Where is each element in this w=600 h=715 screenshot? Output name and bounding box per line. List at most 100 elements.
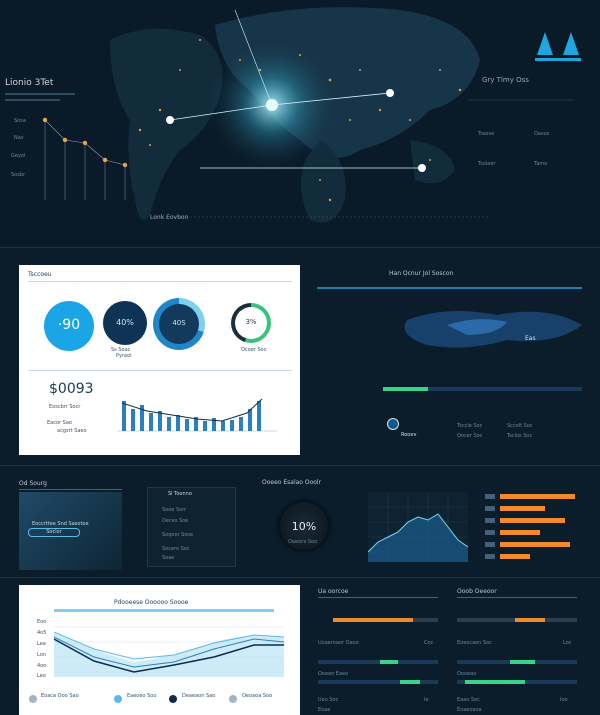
region-row-4: Tsclos Soc (507, 433, 533, 439)
horizontal-bars (485, 494, 575, 559)
panel5-right-green-2-fill (465, 680, 525, 684)
left-label-3: Geyol (11, 153, 26, 159)
region-badge: Rooev (401, 432, 417, 438)
gauge-caption-c: Ocoer Soc (241, 347, 267, 353)
legend-icon-2 (114, 695, 122, 703)
panel5-val-c: Ie (424, 697, 429, 703)
ytick-2: 4o5 (37, 630, 47, 636)
panel5-right-header: Ooob Oeeoor (457, 588, 497, 595)
row3-list-item-2: Oeces Soe (162, 518, 189, 524)
region-map (404, 311, 582, 348)
right-panel-title: Gry Tlmy Oss (482, 76, 529, 84)
section-divider-1 (0, 247, 600, 248)
panel5-val-f: Eoaeoaoa (457, 707, 482, 713)
right-item-4: Tamo (534, 161, 548, 167)
row3-left-rule (19, 489, 122, 490)
map-caption: Lonk Eovbon (150, 214, 189, 221)
panel5-right-row-2: Oooeao (457, 671, 477, 677)
panel5-left-green-2-fill (400, 680, 420, 684)
panel-header: Tsccoeu (28, 271, 52, 278)
panel5-left-bar-fill (333, 618, 413, 622)
panel5-left-rule (318, 597, 438, 598)
right-item-2: Oasos (534, 131, 550, 137)
row3-list-item-1: Sooe Sorr (162, 507, 187, 513)
legend-4: Oeoaoa Soo (242, 693, 273, 699)
region-badge-icon (387, 418, 399, 430)
row3-list (147, 487, 236, 567)
row3-list-item-5: Soae (162, 555, 175, 561)
legend-icon-4 (229, 695, 237, 703)
legend-2: Eaeoeo Soo (127, 693, 157, 699)
region-panel: Han Ocnur Jol Soscon Eas Rooev Tsccle So… (317, 265, 582, 455)
panel5-val-d: Ioo (560, 697, 568, 703)
panel5-val-a: Coc (424, 640, 434, 646)
gauge-caption-b: Pyraoi (116, 353, 132, 359)
price-sub-a: Eoscbrr Socr (49, 404, 81, 410)
row3-left-button[interactable]: Soclor (28, 528, 80, 537)
gauge-green-inner (235, 307, 267, 339)
title-underline (5, 93, 75, 95)
panel5-left-row-1: Uoaeroaor Oaoo (318, 640, 359, 646)
mid-rule (28, 370, 292, 371)
mini-bar-chart (117, 398, 277, 432)
price-sub-c: acgsrt Saeo (57, 428, 87, 434)
price-sub-b: Eacor Sao (47, 420, 72, 426)
gauge-caption-a: Ss Soac (111, 347, 131, 353)
ytick-1: Eoo (37, 619, 47, 625)
ytick-3: Lea (37, 641, 46, 647)
panel5-val-e: Eoae (318, 707, 331, 713)
legend-icon-1 (29, 695, 37, 703)
gauge-blue (44, 301, 94, 351)
panel5-val-b: Loc (563, 640, 572, 646)
multi-line-chart (54, 626, 284, 677)
gauge-navy-value: 40% (116, 318, 134, 327)
dial-value: 10% (291, 520, 317, 533)
region-panel-header: Han Ocnur Jol Soscon (389, 270, 454, 277)
region-row-3: Oocer Soc (457, 433, 483, 439)
row3-left-sub: Eoccrttee Snd Sasotoe (32, 521, 89, 527)
region-row-2: Sccelt Soc (507, 423, 533, 429)
ytick-6: Leo (37, 673, 46, 679)
row3-list-title: Sl Toonno (168, 491, 192, 497)
panel5-right-green-1-fill (510, 660, 535, 664)
row3-list-item-3: Soqeor Sose (162, 532, 194, 538)
region-row-1: Tsccle Soc (457, 423, 483, 429)
page-title: Lionio 3Tet (5, 78, 54, 88)
panel5-left-green-1 (318, 660, 438, 664)
right-item-3: Tsoleer (478, 161, 496, 167)
progress-green (383, 387, 428, 391)
section-divider-3 (0, 577, 600, 578)
row3-list-item-4: Socero Soc (162, 546, 190, 552)
row3-card (19, 492, 122, 570)
mountain-logo-icon (535, 32, 581, 61)
section-divider-2 (0, 465, 600, 466)
region-label: Eas (525, 335, 536, 342)
line-chart-progress (54, 609, 274, 612)
row3-left-title: Od Sourg (19, 480, 47, 487)
candlestick-chart (368, 492, 468, 562)
left-label-2: Nav (14, 135, 24, 141)
price-value: $0093 (49, 381, 94, 397)
dial-caption: Oaeora Soo (288, 539, 318, 545)
left-label-4: Sosbr (11, 172, 26, 178)
legend-3: Deaeaon Sao (182, 693, 216, 699)
panel5-left-green-1-fill (380, 660, 398, 664)
world-map-section: Lionio 3Tet Sosa Nav Geyol Sosbr Lonk Eo… (0, 0, 600, 245)
legend-icon-3 (169, 695, 177, 703)
legend-1: Eoaca Ooo Sao (41, 693, 79, 699)
progress-track (428, 387, 582, 391)
panel5-right-row-1: Eoeocaon Soc (457, 640, 492, 646)
region-panel-rule (317, 287, 582, 289)
right-item-1: Tssose (478, 131, 495, 137)
gauge-blue-value: ·90 (57, 317, 81, 333)
line-chart-panel: Pdooeese Oooooo Soooe Eoo 4o5 Lea Lon 4o… (19, 585, 300, 715)
gauge-ring-value: 40S (172, 319, 186, 327)
left-label-1: Sosa (14, 118, 26, 124)
panel5-left-row-3: Ueo Soc (318, 697, 339, 703)
ytick-5: 4oo (37, 663, 47, 669)
title-underline-2 (5, 99, 60, 101)
dial (280, 502, 328, 550)
gauge-green-value: 3% (245, 318, 257, 326)
panel5-left-green-2 (318, 680, 438, 684)
panel-header-rule (28, 281, 292, 282)
